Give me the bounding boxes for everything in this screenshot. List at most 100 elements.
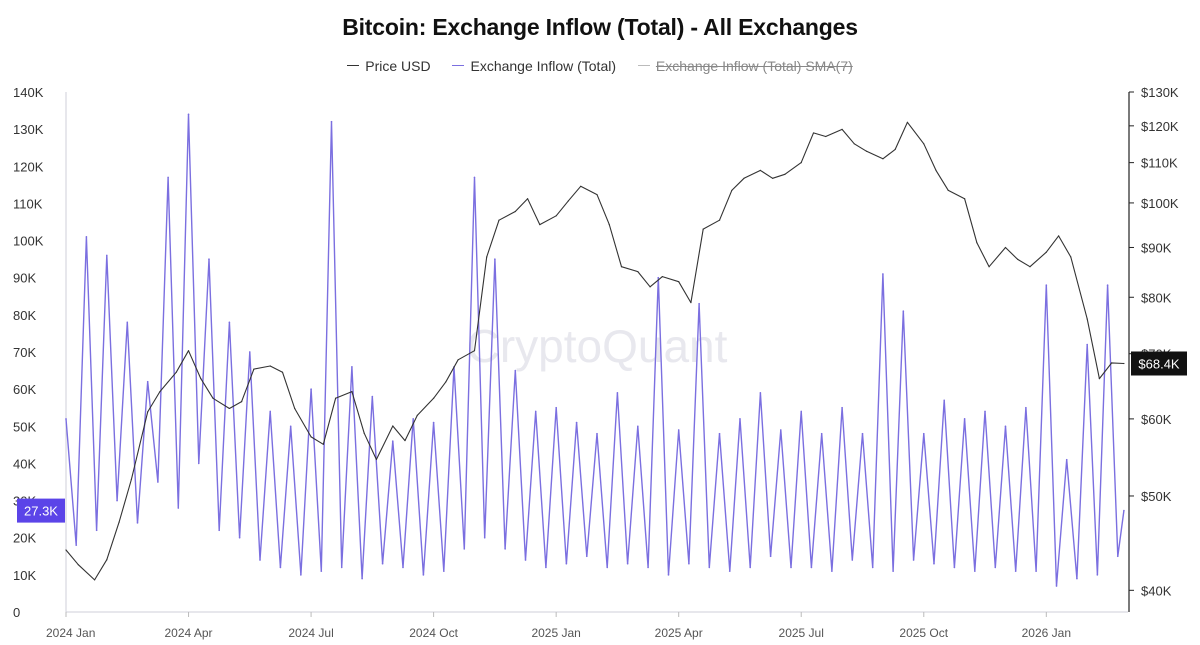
price-point: [964, 198, 966, 200]
series-layer: [65, 113, 1125, 587]
price-point: [800, 162, 802, 164]
left-tick-label: 40K: [13, 456, 36, 471]
inflow-point: [1096, 574, 1099, 576]
price-point: [363, 432, 365, 434]
inflow-point: [116, 499, 118, 502]
inflow-point: [167, 176, 169, 179]
inflow-point: [974, 570, 976, 572]
inflow-point: [402, 566, 404, 569]
inflow-point: [157, 481, 159, 483]
x-tick-label: 2024 Oct: [409, 626, 458, 640]
inflow-point: [75, 544, 78, 546]
inflow-point: [922, 432, 925, 435]
inflow-point: [933, 562, 935, 565]
inflow-point: [616, 392, 619, 394]
price-point: [241, 401, 243, 403]
x-tick-label: 2024 Jul: [288, 626, 333, 640]
price-point: [281, 371, 284, 373]
inflow-point: [136, 522, 139, 524]
inflow-point: [473, 176, 476, 179]
right-axis: $40K$50K$60K$70K$80K$90K$100K$110K$120K$…: [1128, 85, 1179, 612]
price-point: [473, 350, 476, 352]
price-point: [322, 443, 324, 445]
inflow-point: [851, 559, 854, 561]
value-badges: 27.3K $68.4K: [17, 351, 1187, 523]
price-point: [445, 381, 447, 383]
inflow-point: [637, 425, 639, 428]
price-point: [812, 132, 815, 134]
legend-label-inflow: Exchange Inflow (Total): [470, 57, 617, 74]
inflow-point: [943, 399, 945, 402]
inflow-point: [626, 562, 629, 565]
inflow-point: [238, 536, 241, 539]
inflow-point: [422, 574, 425, 576]
right-tick-label: $60K: [1141, 412, 1172, 427]
legend-item-price[interactable]: Price USD: [347, 57, 431, 74]
inflow-point: [381, 562, 384, 565]
x-tick-label: 2025 Apr: [655, 626, 703, 640]
price-point: [1045, 251, 1047, 253]
left-tick-label: 110K: [13, 196, 43, 211]
inflow-point: [269, 410, 272, 413]
inflow-point: [494, 258, 496, 260]
inflow-point: [800, 410, 803, 413]
inflow-point: [310, 388, 312, 390]
left-tick-label: 80K: [13, 308, 36, 323]
price-point: [1111, 362, 1113, 364]
inflow-point: [596, 432, 598, 435]
inflow-point: [810, 566, 813, 569]
inflow-point: [871, 566, 874, 569]
inflow-point: [1116, 555, 1119, 558]
inflow-point: [279, 566, 282, 569]
inflow-point: [1086, 343, 1088, 346]
right-tick-label: $120K: [1141, 119, 1179, 134]
inflow-point: [585, 555, 588, 558]
price-point: [947, 189, 949, 192]
price-point: [743, 177, 745, 179]
inflow-point: [177, 507, 180, 509]
inflow-point: [912, 559, 915, 561]
inflow-point: [289, 425, 292, 428]
price-point: [853, 143, 855, 145]
inflow-value-label: 27.3K: [24, 504, 58, 519]
inflow-point: [463, 548, 466, 550]
inflow-point: [85, 236, 88, 238]
legend-item-inflow[interactable]: Exchange Inflow (Total): [452, 58, 616, 74]
inflow-point: [892, 570, 894, 572]
price-point: [784, 173, 786, 175]
inflow-point: [667, 574, 670, 576]
price-point: [1029, 266, 1031, 268]
price-point: [375, 458, 378, 461]
left-tick-label: 20K: [13, 531, 36, 546]
inflow-point: [514, 369, 517, 372]
left-tick-label: 60K: [13, 382, 36, 397]
left-tick-label: 100K: [13, 234, 44, 249]
price-point: [649, 286, 651, 288]
price-point: [457, 359, 459, 361]
price-point: [1017, 258, 1019, 260]
inflow-point: [963, 418, 966, 420]
inflow-point: [340, 566, 343, 569]
legend-swatch-sma: [637, 65, 650, 66]
x-tick-label: 2025 Oct: [899, 626, 948, 640]
price-point: [514, 210, 516, 213]
price-point: [334, 397, 337, 399]
legend-item-sma[interactable]: Exchange Inflow (Total) SMA(7): [637, 58, 853, 74]
inflow-point: [1035, 570, 1037, 572]
right-tick-label: $130K: [1141, 85, 1179, 100]
price-point: [637, 271, 639, 273]
inflow-point: [790, 566, 792, 569]
inflow-point: [575, 421, 578, 424]
inflow-point: [330, 120, 333, 123]
inflow-value-badge: [17, 498, 65, 523]
left-tick-label: 10K: [13, 568, 36, 583]
price-point: [253, 368, 255, 370]
inflow-point: [534, 410, 537, 413]
legend-label-price: Price USD: [365, 57, 431, 74]
price-value-badge: [1131, 351, 1187, 376]
inflow-point: [371, 395, 374, 398]
price-point: [1098, 377, 1101, 380]
price-point: [159, 391, 161, 393]
inflow-point: [146, 380, 149, 383]
inflow-point: [688, 562, 690, 565]
